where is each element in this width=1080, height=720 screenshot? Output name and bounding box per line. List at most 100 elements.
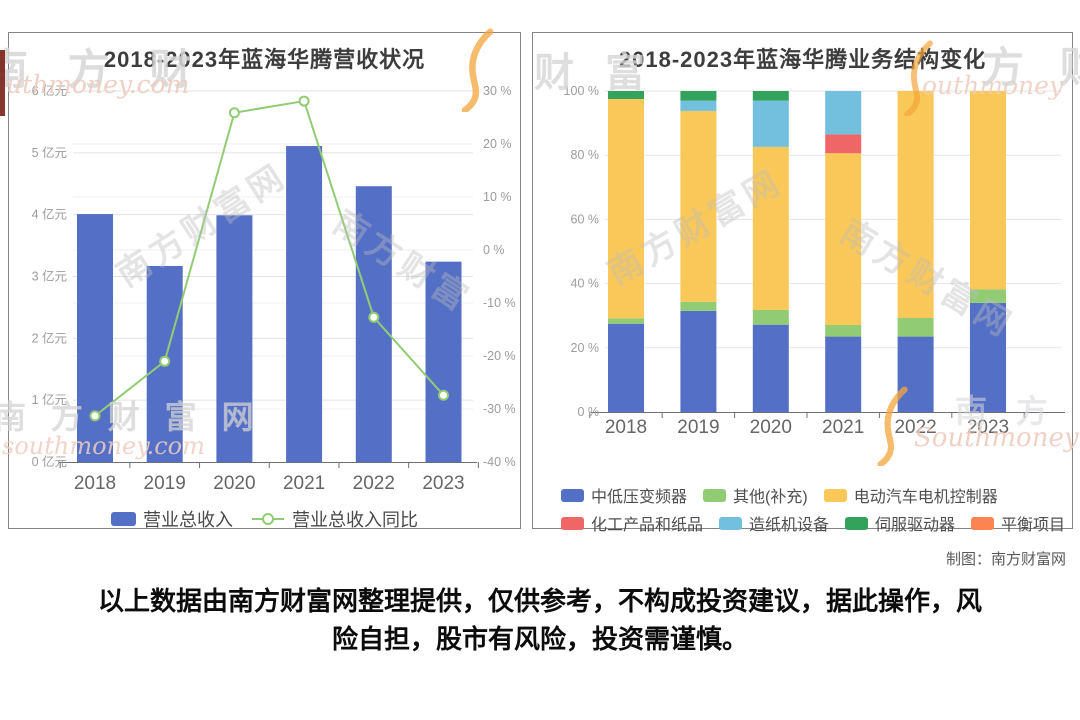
- stack-segment-2020-造纸机设备: [752, 100, 789, 147]
- y-axis-label-right: 20 %: [483, 137, 512, 151]
- y-axis-label-left: 2 亿元: [32, 330, 67, 345]
- y-axis-label-left: 4 亿元: [32, 207, 67, 222]
- structure-chart-panel: 2018-2023年蓝海华腾业务结构变化 0 % 20 % 40 % 60 % 80 %…: [532, 32, 1073, 534]
- legend-swatch-其他(补充): [703, 488, 727, 502]
- x-axis-label-2019: 2019: [144, 473, 186, 494]
- legend-item-化工产品和纸品[interactable]: 化工产品和纸品: [561, 511, 703, 535]
- legend-item-伺服驱动器[interactable]: 伺服驱动器: [845, 511, 955, 535]
- y-axis-label-right: -10 %: [483, 296, 516, 310]
- y-axis-label-left: 3 亿元: [32, 269, 67, 284]
- revenue-chart-title: 2018-2023年蓝海华腾营收状况: [103, 47, 426, 72]
- revenue-bar-2018: [77, 214, 113, 462]
- stack-segment-2021-电动汽车电机控制器: [825, 153, 862, 326]
- x-axis-label-2021: 2021: [822, 417, 864, 438]
- y-axis-label-left: 5 亿元: [32, 145, 67, 160]
- legend-item-造纸机设备[interactable]: 造纸机设备: [719, 511, 829, 535]
- structure-chart-plot: 0 % 20 % 40 % 60 % 80 % 100 % 2018 2019 2020 2021…: [564, 84, 1065, 438]
- stack-segment-2019-电动汽车电机控制器: [680, 110, 717, 302]
- x-axis-label-2019: 2019: [677, 417, 719, 438]
- revenue-bar-2022: [355, 186, 392, 462]
- yoy-line-marker-2019: [159, 355, 171, 367]
- y-axis-label: 20 %: [571, 341, 600, 355]
- revenue-chart-panel: 2018-2023年蓝海华腾营收状况 0 亿元 1 亿元 2 亿元 3 亿元 4 亿元 5…: [8, 32, 521, 532]
- legend-line-marker: [252, 513, 284, 525]
- stack-segment-2019-伺服驱动器: [680, 91, 717, 101]
- y-axis-label: 80 %: [571, 148, 600, 162]
- structure-chart-legend-row2: 化工产品和纸品 造纸机设备 伺服驱动器 平衡项目: [561, 511, 1065, 535]
- revenue-bar-2020: [216, 215, 253, 462]
- y-axis-label-right: -30 %: [483, 402, 516, 416]
- legend-item-平衡项目[interactable]: 平衡项目: [971, 511, 1065, 535]
- chart-credit: 制图：南方财富网: [945, 551, 1066, 568]
- stack-segment-2018-其他(补充): [608, 318, 644, 324]
- x-axis-label-2018: 2018: [74, 473, 116, 494]
- legend-item-电动汽车电机控制器[interactable]: 电动汽车电机控制器: [823, 483, 998, 507]
- stack-segment-2023-中低压变频器: [970, 302, 1006, 412]
- structure-chart-legend-row1: 中低压变频器 其他(补充) 电动汽车电机控制器: [561, 483, 998, 507]
- legend-label-yoy: 营业总收入同比: [292, 510, 418, 530]
- legend-swatch-平衡项目: [971, 516, 995, 530]
- revenue-chart-legend: 营业总收入 营业总收入同比: [9, 506, 520, 532]
- legend-label-平衡项目: 平衡项目: [1001, 517, 1066, 534]
- y-axis-label-left: 1 亿元: [32, 392, 67, 407]
- y-axis-label: 100 %: [564, 84, 599, 98]
- stack-segment-2018-电动汽车电机控制器: [608, 99, 644, 319]
- x-axis-label-2018: 2018: [605, 417, 647, 438]
- legend-label-化工产品和纸品: 化工产品和纸品: [591, 517, 704, 534]
- y-axis-label: 40 %: [571, 277, 600, 291]
- yoy-line-marker-2020: [228, 107, 240, 119]
- stack-segment-2018-中低压变频器: [608, 323, 644, 412]
- legend-item-yoy[interactable]: 营业总收入同比: [251, 506, 418, 532]
- revenue-chart-plot: 0 亿元 1 亿元 2 亿元 3 亿元 4 亿元 5 亿元 6 亿元 -40 % -30 % -2…: [32, 83, 516, 494]
- legend-label-伺服驱动器: 伺服驱动器: [875, 517, 956, 534]
- legend-swatch-电动汽车电机控制器: [823, 488, 847, 502]
- stack-segment-2021-其他(补充): [825, 325, 862, 337]
- x-axis-label-2022: 2022: [353, 473, 395, 494]
- stack-segment-2020-中低压变频器: [752, 324, 789, 412]
- yoy-line-marker-2022: [368, 311, 380, 323]
- y-axis-label-right: 0 %: [483, 243, 505, 257]
- y-axis-label: 0 %: [577, 405, 599, 419]
- stack-segment-2019-其他(补充): [680, 301, 717, 311]
- legend-swatch-中低压变频器: [561, 488, 584, 502]
- legend-item-revenue[interactable]: 营业总收入: [111, 506, 233, 532]
- x-axis-label-2023: 2023: [967, 417, 1009, 438]
- x-axis-label-2020: 2020: [750, 417, 792, 438]
- structure-chart-title: 2018-2023年蓝海华腾业务结构变化: [618, 47, 987, 72]
- yoy-line-marker-2021: [298, 95, 310, 107]
- stack-segment-2023-电动汽车电机控制器: [970, 91, 1006, 290]
- stack-segment-2020-电动汽车电机控制器: [752, 146, 789, 310]
- x-axis-label-2020: 2020: [213, 473, 255, 494]
- disclaimer-line-1: 以上数据由南方财富网整理提供，仅供参考，不构成投资建议，据此操作，风: [97, 586, 982, 616]
- y-axis-label-right: -20 %: [483, 349, 516, 363]
- stack-segment-2019-中低压变频器: [680, 310, 717, 412]
- x-axis-label-2022: 2022: [894, 417, 936, 438]
- stack-segment-2021-中低压变频器: [825, 336, 862, 412]
- stack-segment-2022-电动汽车电机控制器: [897, 91, 934, 318]
- disclaimer-line-2: 险自担，股市有风险，投资需谨慎。: [331, 624, 748, 654]
- x-axis-label-2023: 2023: [422, 473, 464, 494]
- legend-swatch-造纸机设备: [719, 516, 743, 530]
- y-axis-label-right: -40 %: [483, 455, 516, 469]
- yoy-line-marker-2018: [89, 410, 101, 422]
- yoy-line-marker-2023: [438, 389, 449, 401]
- legend-swatch-revenue: [111, 512, 136, 526]
- stack-segment-2020-其他(补充): [752, 309, 789, 325]
- stack-segment-2023-其他(补充): [970, 289, 1006, 303]
- stack-segment-2020-伺服驱动器: [752, 91, 789, 101]
- legend-item-中低压变频器[interactable]: 中低压变频器: [561, 483, 687, 507]
- legend-label-造纸机设备: 造纸机设备: [749, 517, 830, 534]
- y-axis-label-left: 0 亿元: [32, 454, 67, 469]
- yoy-line: [94, 99, 445, 417]
- legend-swatch-化工产品和纸品: [561, 516, 584, 530]
- y-axis-label-right: 30 %: [483, 84, 512, 98]
- legend-swatch-伺服驱动器: [845, 516, 869, 530]
- watermark-red-sliver: [0, 50, 5, 116]
- stack-segment-2019-造纸机设备: [680, 100, 717, 111]
- stack-segment-2022-其他(补充): [897, 317, 934, 337]
- legend-label-电动汽车电机控制器: 电动汽车电机控制器: [853, 489, 998, 506]
- stack-segment-2021-造纸机设备: [825, 91, 862, 135]
- disclaimer-text: 以上数据由南方财富网整理提供，仅供参考，不构成投资建议，据此操作，风 险自担，股…: [0, 582, 1080, 658]
- legend-item-其他(补充)[interactable]: 其他(补充): [703, 483, 808, 507]
- stack-segment-2022-中低压变频器: [897, 336, 934, 412]
